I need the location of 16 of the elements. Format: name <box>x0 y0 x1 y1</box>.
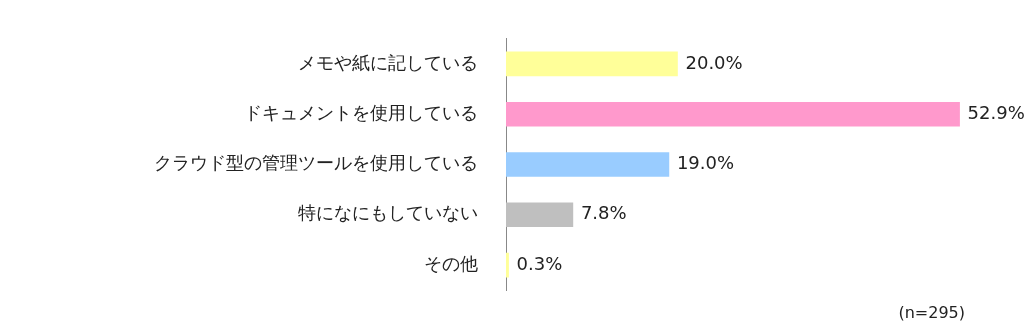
bar <box>506 152 670 177</box>
y-tick-label: 特になにもしていない <box>298 202 478 224</box>
y-tick-label: ドキュメントを使用している <box>244 101 478 123</box>
bar <box>506 51 678 77</box>
bar <box>506 252 509 278</box>
y-tick-label: メモや紙に記している <box>298 51 478 73</box>
bar <box>506 202 574 228</box>
y-tick-label: クラウド型の管理ツールを使用している <box>154 152 478 174</box>
bar <box>506 101 960 127</box>
data-label: 52.9% <box>967 101 1024 123</box>
y-tick-label: その他 <box>424 252 478 274</box>
text: (n=295) <box>898 303 965 323</box>
data-label: 19.0% <box>676 152 735 174</box>
data-label: 20.0% <box>685 51 743 73</box>
data-label: 7.8% <box>580 202 627 224</box>
data-label: 0.3% <box>516 252 563 274</box>
